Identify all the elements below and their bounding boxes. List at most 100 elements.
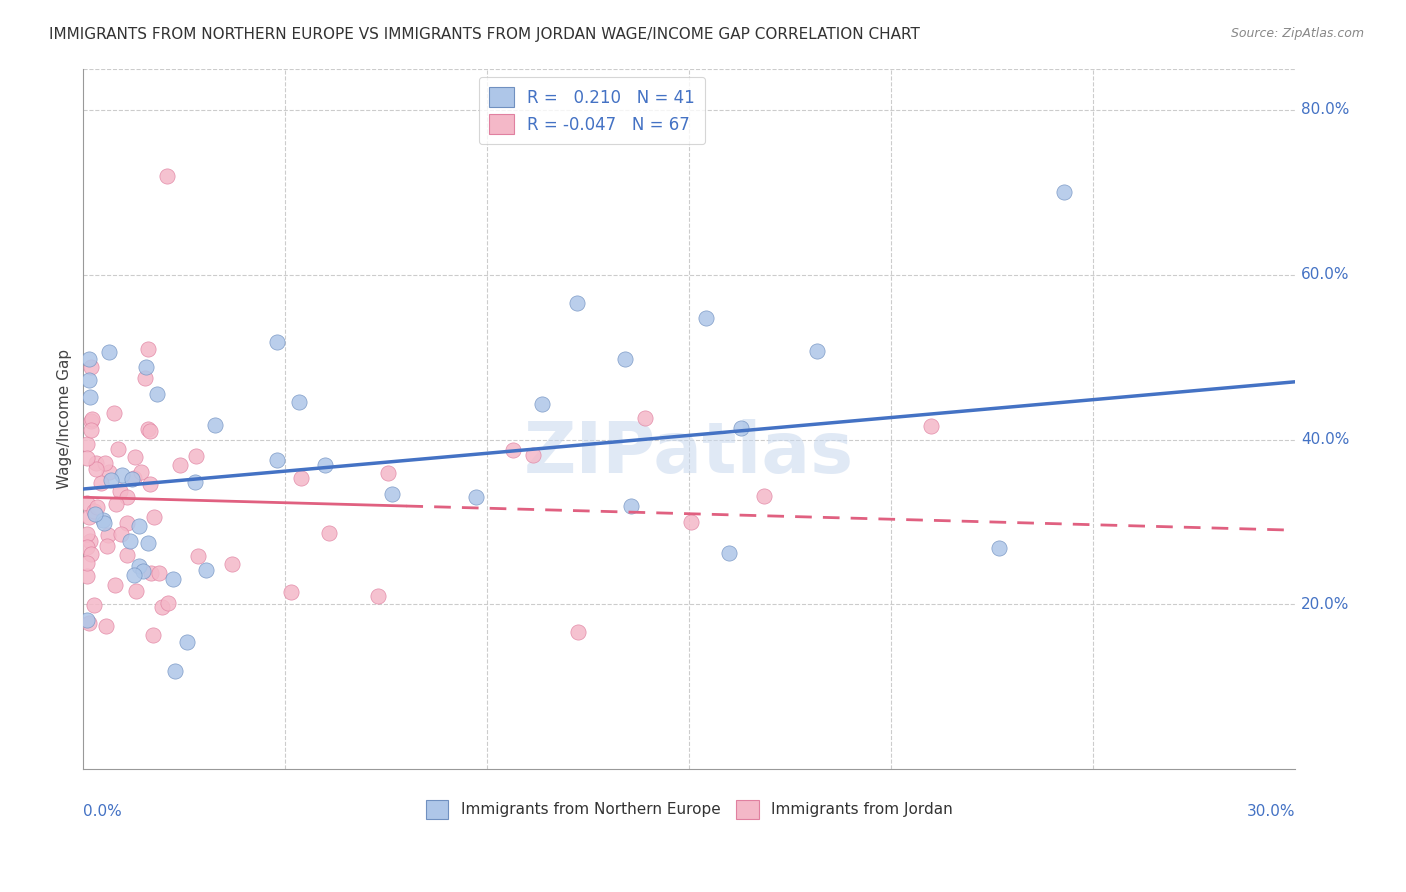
Point [142,628,165,642]
Text: 60.0%: 60.0% [1301,267,1350,282]
Point [139,477,162,491]
Point [567,625,589,640]
Point [148,566,170,580]
Text: 40.0%: 40.0% [1301,432,1350,447]
Point [100,474,122,488]
Text: IMMIGRANTS FROM NORTHERN EUROPE VS IMMIGRANTS FROM JORDAN WAGE/INCOME GAP CORREL: IMMIGRANTS FROM NORTHERN EUROPE VS IMMIG… [49,27,920,42]
Point [377,467,399,481]
Point [139,424,162,438]
Point [988,541,1011,555]
Point [204,417,226,432]
Point [76,569,98,583]
Point [103,406,125,420]
Point [76,540,98,554]
Point [136,342,159,356]
Point [76,495,98,509]
Point [83,508,105,522]
Point [752,489,775,503]
Point [79,424,101,438]
Point [94,619,117,633]
Point [806,344,828,359]
Point [186,449,208,463]
Point [86,456,108,470]
Text: 20.0%: 20.0% [1301,597,1350,612]
Point [79,390,101,404]
Point [679,515,702,529]
Point [135,360,157,375]
Point [280,585,302,599]
Text: Source: ZipAtlas.com: Source: ZipAtlas.com [1230,27,1364,40]
Point [134,370,156,384]
Point [111,467,134,482]
Point [110,484,132,499]
Point [194,563,217,577]
Point [290,471,312,485]
Point [146,387,169,401]
Text: 0.0%: 0.0% [83,805,122,820]
Point [83,598,105,612]
Point [76,556,98,570]
Point [80,359,103,374]
Point [84,461,107,475]
Point [156,596,179,610]
Point [288,395,311,409]
Point [77,615,100,630]
Point [717,546,740,560]
Point [169,458,191,472]
Point [143,510,166,524]
Point [77,352,100,367]
Point [90,475,112,490]
Point [920,419,942,434]
Text: 30.0%: 30.0% [1246,805,1295,820]
Point [97,344,120,359]
Point [93,516,115,531]
Point [730,421,752,435]
Point [91,513,114,527]
Point [124,450,146,464]
Point [136,422,159,436]
Point [96,539,118,553]
Point [76,450,98,465]
Point [98,465,121,479]
Text: ZIPatlas: ZIPatlas [524,419,853,489]
Point [82,412,104,426]
Point [165,664,187,678]
Point [83,504,105,518]
Point [76,613,98,627]
Point [620,499,643,513]
Point [187,549,209,563]
Point [221,557,243,571]
Point [129,465,152,479]
Point [380,487,402,501]
Point [128,558,150,573]
Point [266,453,288,467]
Point [97,527,120,541]
Point [139,566,162,581]
Point [150,600,173,615]
Y-axis label: Wage/Income Gap: Wage/Income Gap [58,349,72,489]
Point [117,548,139,562]
Point [110,526,132,541]
Point [162,572,184,586]
Point [136,536,159,550]
Point [132,564,155,578]
Point [128,518,150,533]
Point [121,472,143,486]
Point [107,442,129,456]
Point [314,458,336,472]
Point [118,533,141,548]
Point [86,500,108,514]
Point [464,490,486,504]
Point [184,475,207,490]
Point [367,589,389,603]
Point [76,437,98,451]
Point [104,497,127,511]
Point [502,443,524,458]
Point [695,311,717,326]
Point [79,373,101,387]
Legend: Immigrants from Northern Europe, Immigrants from Jordan: Immigrants from Northern Europe, Immigra… [419,794,959,825]
Point [176,634,198,648]
Point [156,169,179,183]
Point [530,396,553,410]
Point [80,547,103,561]
